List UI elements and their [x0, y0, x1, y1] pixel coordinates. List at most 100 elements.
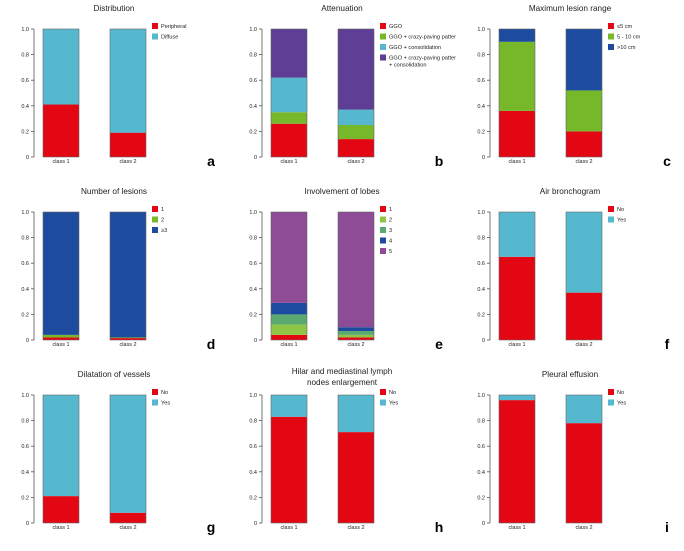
legend-swatch	[152, 227, 158, 233]
legend-swatch	[608, 33, 614, 40]
legend-swatch	[152, 206, 158, 212]
legend-label: Yes	[161, 401, 170, 407]
y-tick-label: 0.2	[477, 129, 485, 135]
legend-swatch	[380, 248, 386, 254]
chart-g: Dilatation of vessels 0 0.2 0.4 0.6 0.8 1.0 cla…	[21, 370, 215, 535]
bar-segment-class-1-1	[43, 104, 79, 157]
legend-swatch	[380, 389, 386, 395]
panel-label: i	[665, 519, 669, 535]
bar-outline	[498, 28, 536, 158]
bar-outline	[498, 394, 536, 524]
legend-swatch	[152, 389, 158, 395]
legend-label: 4	[389, 239, 392, 245]
bar-outline	[42, 28, 80, 158]
y-tick-label: 0.2	[249, 129, 257, 135]
legend-swatch	[152, 399, 158, 406]
bar-outline	[498, 211, 536, 341]
bar-segment-class-2-4	[338, 29, 374, 110]
bar-segment-class-2-3	[566, 29, 602, 91]
panel-pleural-effusion: Pleural effusion 0 0.2 0.4 0.6 0.8 1.0 class 1 c…	[456, 366, 684, 549]
y-tick-label: 0.8	[21, 53, 29, 59]
bar-outline	[565, 28, 603, 158]
chart-h: Hilar and mediastinal lymph nodes enlarge…	[249, 367, 443, 535]
bar-segment-class-2-3	[338, 109, 374, 125]
legend-label: GGO + crazy-paving pattern	[389, 35, 456, 41]
y-tick-label: 1.0	[249, 210, 257, 216]
legend-label-line: GGO + crazy-paving pattern	[389, 56, 456, 62]
x-tick-label: class 1	[508, 159, 525, 165]
legend-label: No	[617, 390, 624, 396]
chart-title: Dilatation of vessels	[78, 370, 151, 379]
y-tick-label: 0.4	[249, 287, 257, 293]
y-tick-label: 0.6	[249, 444, 257, 450]
bar-outline	[270, 394, 308, 524]
chart-a: Distribution 0 0.2 0.4 0.6 0.8 1.0 class 1 class…	[21, 4, 215, 169]
bar-segment-class-1-1	[271, 334, 307, 340]
legend-swatch	[380, 216, 386, 223]
legend-label: GGO	[389, 24, 403, 30]
bar-outline	[270, 211, 308, 341]
y-tick-label: 0.8	[477, 419, 485, 425]
bar-segment-class-1-3	[499, 29, 535, 42]
x-tick-label: class 1	[280, 525, 297, 531]
y-tick-label: 0.4	[477, 104, 485, 110]
legend-swatch	[152, 216, 158, 223]
legend-label: 5	[389, 249, 392, 255]
y-tick-label: 1.0	[21, 393, 29, 399]
x-tick-label: class 2	[347, 342, 364, 348]
legend-label: 2	[389, 218, 392, 224]
y-tick-label: 1.0	[477, 210, 485, 216]
legend-swatch	[608, 23, 614, 29]
y-tick-label: 0.6	[477, 444, 485, 450]
y-tick-label: 0.4	[249, 470, 257, 476]
bar-segment-class-2-1	[110, 338, 146, 340]
legend-swatch	[380, 23, 386, 29]
chart-title: Number of lesions	[81, 187, 147, 196]
bar-segment-class-2-1	[338, 432, 374, 523]
bar-outline	[109, 211, 147, 341]
y-tick-label: 0.2	[477, 312, 485, 318]
x-tick-label: class 2	[575, 159, 592, 165]
y-tick-label: 0.2	[477, 495, 485, 501]
bar-segment-class-2-3	[338, 331, 374, 335]
panel-attenuation: Attenuation 0 0.2 0.4 0.6 0.8 1.0 class 1 class …	[228, 0, 456, 183]
bar-segment-class-2-2	[338, 395, 374, 433]
legend-swatch	[152, 23, 158, 29]
y-tick-label: 0.6	[477, 261, 485, 267]
panel-label: b	[435, 153, 444, 169]
bar-segment-class-2-2	[338, 334, 374, 338]
bar-segment-class-2-4	[338, 327, 374, 332]
chart-title: Attenuation	[321, 4, 363, 13]
legend-label: Yes	[617, 401, 626, 407]
bar-segment-class-2-2	[566, 395, 602, 424]
legend-label: Peripheral	[161, 24, 187, 30]
chart-title-line: nodes enlargement	[307, 378, 378, 387]
legend-label: GGO + consolidation	[389, 45, 441, 51]
legend-label: Diffuse	[161, 35, 178, 41]
bar-segment-class-1-2	[271, 324, 307, 335]
x-tick-label: class 1	[508, 342, 525, 348]
bar-segment-class-2-1	[110, 132, 146, 157]
legend-label: 3	[389, 228, 392, 234]
chart-title-line: Hilar and mediastinal lymph	[292, 367, 393, 376]
y-tick-label: 0.8	[21, 419, 29, 425]
x-tick-label: class 1	[52, 159, 69, 165]
y-tick-label: 1.0	[21, 27, 29, 33]
bar-outline	[565, 211, 603, 341]
legend-swatch	[608, 399, 614, 406]
y-tick-label: 0.8	[249, 53, 257, 59]
bar-segment-class-1-3	[43, 212, 79, 335]
y-tick-label: 0.2	[249, 312, 257, 318]
legend-swatch	[380, 206, 386, 212]
y-tick-label: 1.0	[477, 393, 485, 399]
bar-segment-class-1-3	[271, 77, 307, 113]
y-tick-label: 0	[254, 338, 257, 344]
bar-outline	[270, 28, 308, 158]
bar-segment-class-1-1	[43, 337, 79, 340]
panel-lymph-nodes-enlargement: Hilar and mediastinal lymph nodes enlarge…	[228, 366, 456, 549]
legend-swatch	[380, 227, 386, 233]
panel-label: c	[663, 153, 671, 169]
y-tick-label: 0.8	[249, 236, 257, 242]
chart-d: Number of lesions 0 0.2 0.4 0.6 0.8 1.0 class 1…	[21, 187, 215, 352]
bar-segment-class-1-1	[43, 496, 79, 523]
